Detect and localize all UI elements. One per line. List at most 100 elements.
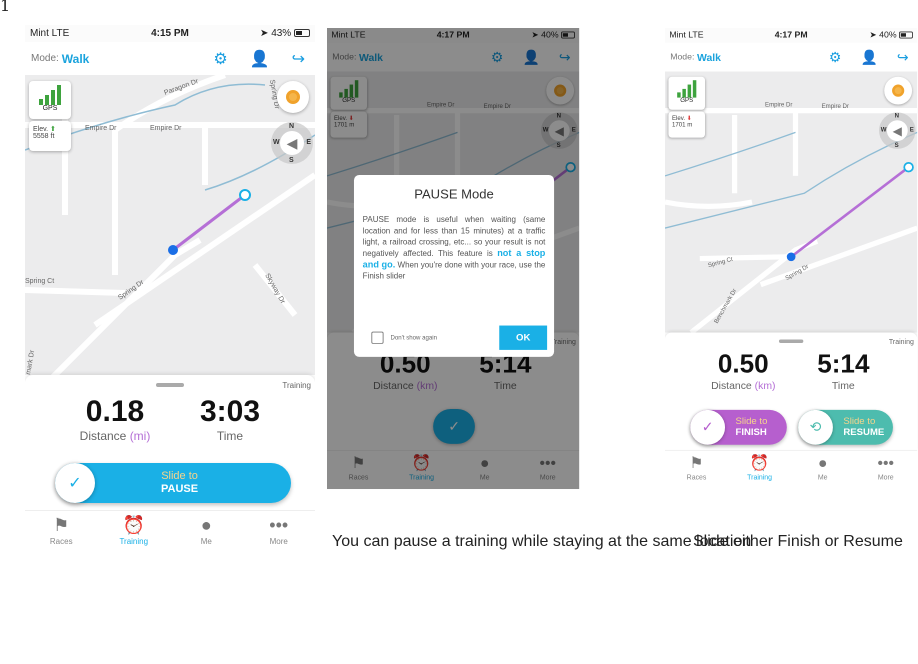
share-icon[interactable]: ↪ — [291, 50, 305, 68]
tab-races[interactable]: ⚑ Races — [665, 451, 728, 489]
compass-e: E — [306, 139, 311, 146]
finish-slider[interactable]: ✓ Slide to FINISH — [690, 409, 787, 445]
flag-icon: ⚑ — [689, 454, 704, 472]
tab-label: More — [539, 473, 556, 482]
carrier: Mint LTE — [669, 30, 704, 41]
map[interactable]: Empire Dr Empire Dr Spring Ct Spring Dr Benc… — [665, 71, 918, 333]
person-icon: ● — [200, 515, 212, 535]
mode-value[interactable]: Walk — [359, 51, 383, 64]
street-label: Empire Dr — [85, 125, 117, 132]
voice-icon[interactable]: 👤 — [860, 50, 878, 65]
clock: 4:15 PM — [151, 28, 189, 39]
resume-slider[interactable]: ⟲ Slide to RESUME — [798, 409, 893, 445]
tab-more[interactable]: ••• More — [516, 451, 579, 489]
location-arrow-icon: ➤ — [260, 28, 272, 39]
elevation-indicator: Elev. ⬇ 1701 m — [330, 111, 368, 138]
elevation-indicator: Elev. ⬇ 1701 m — [668, 111, 706, 138]
street-label: Spring Ct — [25, 278, 54, 285]
check-icon[interactable]: ✓ — [690, 409, 726, 445]
tab-training[interactable]: ⏰ Training — [390, 451, 453, 489]
tab-me[interactable]: ● Me — [453, 451, 516, 489]
mode-label: Mode: — [31, 53, 59, 64]
slider-line2: FINISH — [735, 427, 767, 438]
compass[interactable]: N W E S ◀ — [541, 112, 578, 149]
tab-label: More — [269, 537, 288, 546]
gear-icon[interactable]: ⚙ — [213, 50, 228, 68]
gps-label: GPS — [342, 97, 356, 104]
battery-icon — [561, 31, 575, 39]
road — [759, 225, 918, 288]
tab-races[interactable]: ⚑ Races — [25, 511, 98, 555]
target-icon — [892, 84, 905, 97]
street-label: Empire Dr — [822, 103, 849, 110]
compass-s: S — [556, 142, 561, 149]
compass[interactable]: N W E S ◀ — [271, 122, 313, 164]
compass-s: S — [894, 142, 899, 149]
locate-button[interactable] — [277, 81, 309, 113]
share-icon[interactable]: ↪ — [558, 50, 571, 65]
road — [93, 172, 315, 328]
share-icon[interactable]: ↪ — [896, 50, 909, 65]
tab-me[interactable]: ● Me — [791, 451, 854, 489]
tab-training[interactable]: ⏰ Training — [98, 511, 171, 555]
distance-value: 0.18 — [85, 395, 145, 428]
street-label: Empire Dr — [484, 103, 511, 110]
pause-check-button[interactable]: ✓ — [433, 409, 475, 444]
alarm-clock-icon: ⏰ — [122, 515, 145, 535]
time-value: 5:14 — [817, 349, 870, 379]
status-bar: Mint LTE 4:17 PM ➤ 40% — [665, 28, 918, 43]
pause-slider[interactable]: ✓ Slide to PAUSE — [55, 463, 291, 503]
gear-icon[interactable]: ⚙ — [828, 50, 842, 65]
sheet-handle[interactable] — [156, 383, 184, 387]
elev-value: 1701 m — [671, 121, 693, 129]
time-value: 3:03 — [199, 395, 261, 428]
ok-button[interactable]: OK — [499, 325, 548, 350]
battery-percent: 40% — [879, 30, 897, 41]
mode-label: Mode: — [332, 52, 357, 62]
history-icon[interactable]: ⟲ — [798, 409, 833, 445]
compass-n: N — [894, 113, 900, 120]
tab-training[interactable]: ⏰ Training — [728, 451, 791, 489]
tab-more[interactable]: ••• More — [854, 451, 917, 489]
mode-value[interactable]: Walk — [61, 51, 90, 66]
start-marker — [565, 161, 576, 173]
locate-button[interactable] — [546, 76, 575, 105]
street-label: Empire Dr — [150, 125, 182, 132]
battery: ➤ 40% — [832, 30, 913, 41]
dialog-body: PAUSE mode is useful when waiting (same … — [363, 214, 546, 282]
sheet-handle[interactable] — [778, 339, 804, 343]
distance-stat: 0.50 Distance (km) — [695, 350, 791, 392]
voice-icon[interactable]: 👤 — [249, 50, 270, 68]
header: Mode: Walk ⚙ 👤 ↪ — [665, 43, 917, 72]
time-label: Time — [216, 429, 244, 443]
bottom-sheet: Training 0.50 Distance (km) 5:14 Time ✓ … — [665, 332, 918, 450]
mode-value[interactable]: Walk — [697, 51, 721, 64]
distance-label: Distance — [711, 379, 752, 392]
target-icon — [286, 90, 300, 104]
street-label: mark Dr — [25, 349, 36, 375]
compass-w: W — [880, 127, 887, 134]
distance-label: Distance — [373, 379, 414, 392]
compass-arrow-icon: ◀ — [886, 120, 908, 142]
road — [113, 75, 226, 133]
current-location-dot — [786, 252, 796, 262]
compass[interactable]: N W E S ◀ — [879, 112, 916, 149]
elev-value: 5558 ft — [33, 133, 55, 140]
compass-n: N — [556, 113, 562, 120]
dont-show-again-checkbox[interactable] — [371, 331, 384, 344]
road — [25, 287, 126, 296]
checkbox-label: Don't show again — [390, 334, 438, 341]
elevation-arrow-icon: ⬆ — [50, 126, 56, 133]
more-icon: ••• — [877, 454, 894, 472]
elev-label: Elev. — [333, 115, 348, 122]
start-marker — [239, 189, 251, 201]
check-icon[interactable]: ✓ — [55, 463, 95, 503]
locate-button[interactable] — [884, 76, 913, 105]
gear-icon[interactable]: ⚙ — [490, 50, 504, 65]
voice-icon[interactable]: 👤 — [522, 50, 540, 65]
map[interactable]: Paragon Dr Spring Dr Empire Dr Empire Dr Spr… — [25, 75, 315, 375]
tab-more[interactable]: ••• More — [243, 511, 316, 555]
tab-me[interactable]: ● Me — [170, 511, 243, 555]
tab-races[interactable]: ⚑ Races — [327, 451, 390, 489]
